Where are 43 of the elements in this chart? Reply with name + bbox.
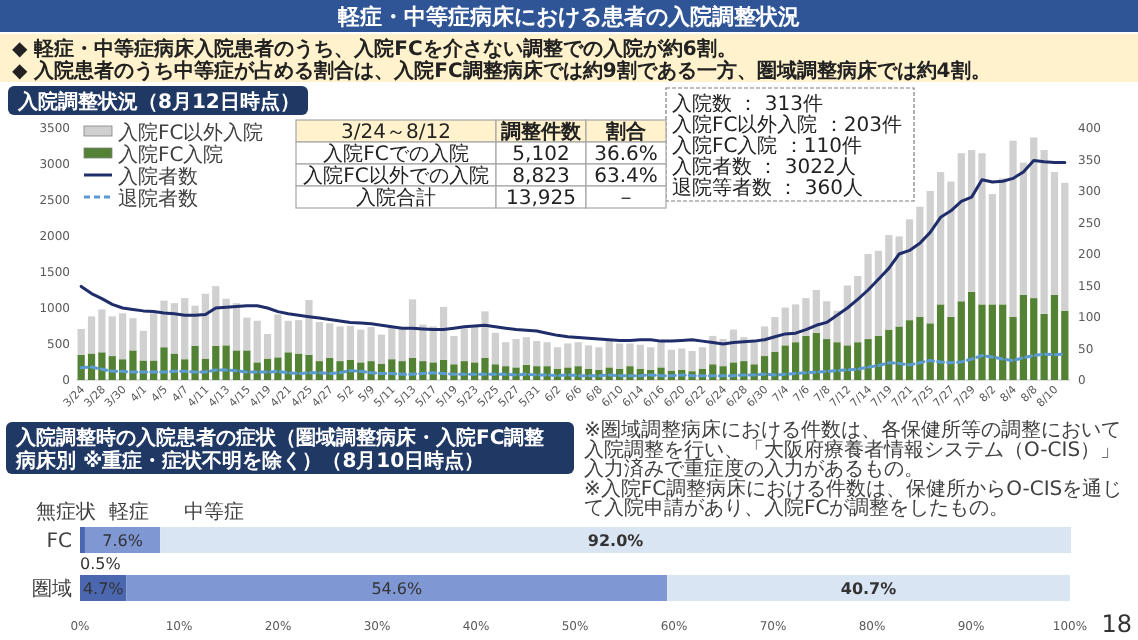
bar: [667, 575, 1070, 601]
y-tick-label: FC: [46, 531, 73, 553]
annotation: ※入院FC調整病床における件数は、保健所からO-CISを通じて入院申請があり、入院FCが調整をしたもの。: [584, 476, 1123, 521]
series-label: 中等症: [184, 500, 245, 524]
bar: [126, 575, 668, 601]
bar: [160, 527, 1071, 553]
series-label: 軽症: [108, 500, 149, 524]
text: 18: [1101, 610, 1132, 638]
annotation: 入院FC以外入院 ：203件: [672, 113, 902, 137]
data-label: 7.6%: [102, 532, 144, 550]
annotation: 入院FC以外での入院: [303, 164, 489, 188]
data-label: 92.0%: [587, 532, 644, 550]
line-series: [79, 352, 1067, 378]
chart-title: 入院調整状況（8月12日時点）: [16, 90, 300, 114]
series-label: 無症状: [36, 500, 96, 524]
y-tick-label: 圏域: [32, 577, 72, 601]
annotation: 入院者数 ： 3022人: [672, 155, 856, 179]
annotation: 退院等者数 ： 360人: [672, 176, 863, 200]
annotation: 入院FCでの入院: [323, 142, 469, 166]
legend-label: 入院FC以外入院: [118, 121, 264, 145]
annotation: 3/24～8/12: [341, 122, 451, 144]
text: 軽症・中等症病床における患者の入院調整状況: [336, 4, 800, 30]
annotation: 調整件数: [499, 120, 583, 144]
data-label: 54.6%: [371, 580, 423, 598]
data-label: 40.7%: [840, 580, 897, 598]
legend-label: 入院FC入院: [118, 143, 224, 167]
annotation: 36.6%: [594, 144, 658, 166]
chart-title: 入院調整時の入院患者の症状（圏域調整病床・入院FC調整病床別 ※重症・症状不明を除く）（8月10日時点）: [14, 426, 547, 473]
annotation: 割合: [604, 120, 648, 144]
annotation: 5,102: [512, 144, 570, 166]
data-label: 0.5%: [80, 555, 122, 573]
annotation: 13,925: [506, 188, 576, 210]
annotation: 63.4%: [594, 166, 658, 188]
data-label: 4.7%: [82, 580, 125, 598]
text: ◆ 入院患者のうち中等症が占める割合は、入院FC調整病床では約9割である一方、圏域調整病床では約4割。: [12, 59, 991, 83]
annotation: 入院合計: [356, 186, 436, 210]
annotation: 入院FC入院 ：110件: [672, 134, 862, 158]
legend-label: 退院者数: [118, 187, 198, 211]
text: ◆ 軽症・中等症病床入院患者のうち、入院FCを介さない調整での入院が約6割。: [12, 37, 737, 61]
annotation: －: [616, 188, 636, 210]
text: 入院数 ： 313件: [672, 92, 823, 116]
legend-label: 入院者数: [118, 165, 198, 189]
annotation: 8,823: [512, 166, 570, 188]
